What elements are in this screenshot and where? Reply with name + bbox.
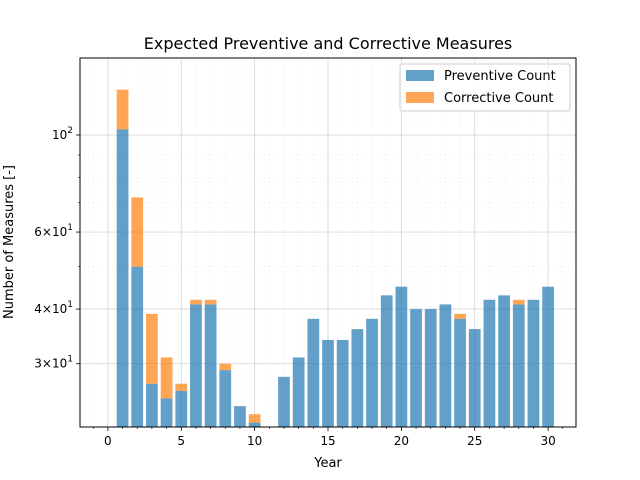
bar-preventive bbox=[351, 329, 364, 427]
legend-box bbox=[399, 63, 571, 112]
bar-preventive bbox=[190, 304, 202, 427]
y-tick-label: 6×101 bbox=[34, 223, 73, 239]
bar-preventive bbox=[380, 295, 393, 427]
bar-preventive bbox=[483, 299, 496, 427]
bar-preventive bbox=[527, 299, 540, 427]
y-tick-label: 4×101 bbox=[34, 300, 73, 316]
x-axis: 0 5 10 15 20 25 30 bbox=[92, 427, 564, 448]
x-tick-label: 15 bbox=[320, 434, 335, 448]
x-tick-label: 10 bbox=[247, 434, 262, 448]
bar-preventive bbox=[512, 304, 525, 427]
x-axis-label: Year bbox=[313, 456, 342, 471]
bar-preventive bbox=[160, 398, 173, 427]
legend-label-corrective: Corrective Count bbox=[444, 91, 554, 106]
bar-corrective bbox=[248, 414, 261, 423]
bar-preventive bbox=[424, 309, 437, 427]
bar-corrective bbox=[204, 299, 217, 305]
bar-preventive bbox=[468, 329, 481, 427]
bar-preventive bbox=[366, 318, 378, 427]
legend-swatch-corrective bbox=[406, 92, 434, 103]
bar-preventive bbox=[204, 304, 217, 427]
bar-preventive bbox=[542, 286, 554, 427]
legend-swatch-preventive bbox=[406, 70, 434, 81]
y-axis: 3×101 4×101 6×101 102 bbox=[34, 126, 80, 371]
bar-corrective bbox=[454, 313, 466, 319]
bar-preventive bbox=[439, 304, 452, 427]
x-tick-label: 5 bbox=[177, 434, 185, 448]
x-tick-label: 30 bbox=[540, 434, 555, 448]
bar-preventive bbox=[116, 129, 129, 427]
legend-label-preventive: Preventive Count bbox=[444, 69, 556, 84]
bar-corrective bbox=[512, 299, 525, 305]
bar-preventive bbox=[146, 383, 158, 427]
bar-corrective bbox=[219, 363, 232, 371]
bar-preventive bbox=[131, 266, 144, 427]
y-tick-label: 3×101 bbox=[34, 355, 73, 371]
bar-corrective bbox=[190, 299, 202, 305]
bar-preventive bbox=[278, 376, 290, 427]
x-tick-label: 25 bbox=[467, 434, 482, 448]
x-tick-label: 0 bbox=[104, 434, 112, 448]
bar-preventive bbox=[175, 390, 188, 427]
bar-preventive bbox=[498, 295, 510, 427]
legend: Preventive Count Corrective Count bbox=[399, 63, 571, 112]
bar-corrective bbox=[116, 89, 129, 130]
chart-title: Expected Preventive and Corrective Measu… bbox=[144, 34, 513, 53]
bar-preventive bbox=[336, 339, 349, 427]
x-tick-label: 20 bbox=[394, 434, 409, 448]
bars bbox=[116, 89, 554, 427]
y-axis-label: Number of Measures [-] bbox=[2, 165, 17, 319]
bar-corrective bbox=[160, 357, 173, 399]
bar-preventive bbox=[248, 422, 261, 427]
bar-preventive bbox=[234, 406, 246, 427]
bar-preventive bbox=[322, 339, 334, 427]
bar-preventive bbox=[292, 357, 305, 427]
bar-preventive bbox=[454, 318, 466, 427]
bar-corrective bbox=[175, 383, 188, 391]
y-tick-label: 102 bbox=[52, 126, 73, 142]
bar-preventive bbox=[410, 309, 422, 427]
bar-preventive bbox=[219, 370, 232, 427]
bar-preventive bbox=[307, 318, 320, 427]
bar-corrective bbox=[131, 197, 144, 267]
bar-corrective bbox=[146, 313, 158, 384]
bar-preventive bbox=[395, 286, 408, 427]
